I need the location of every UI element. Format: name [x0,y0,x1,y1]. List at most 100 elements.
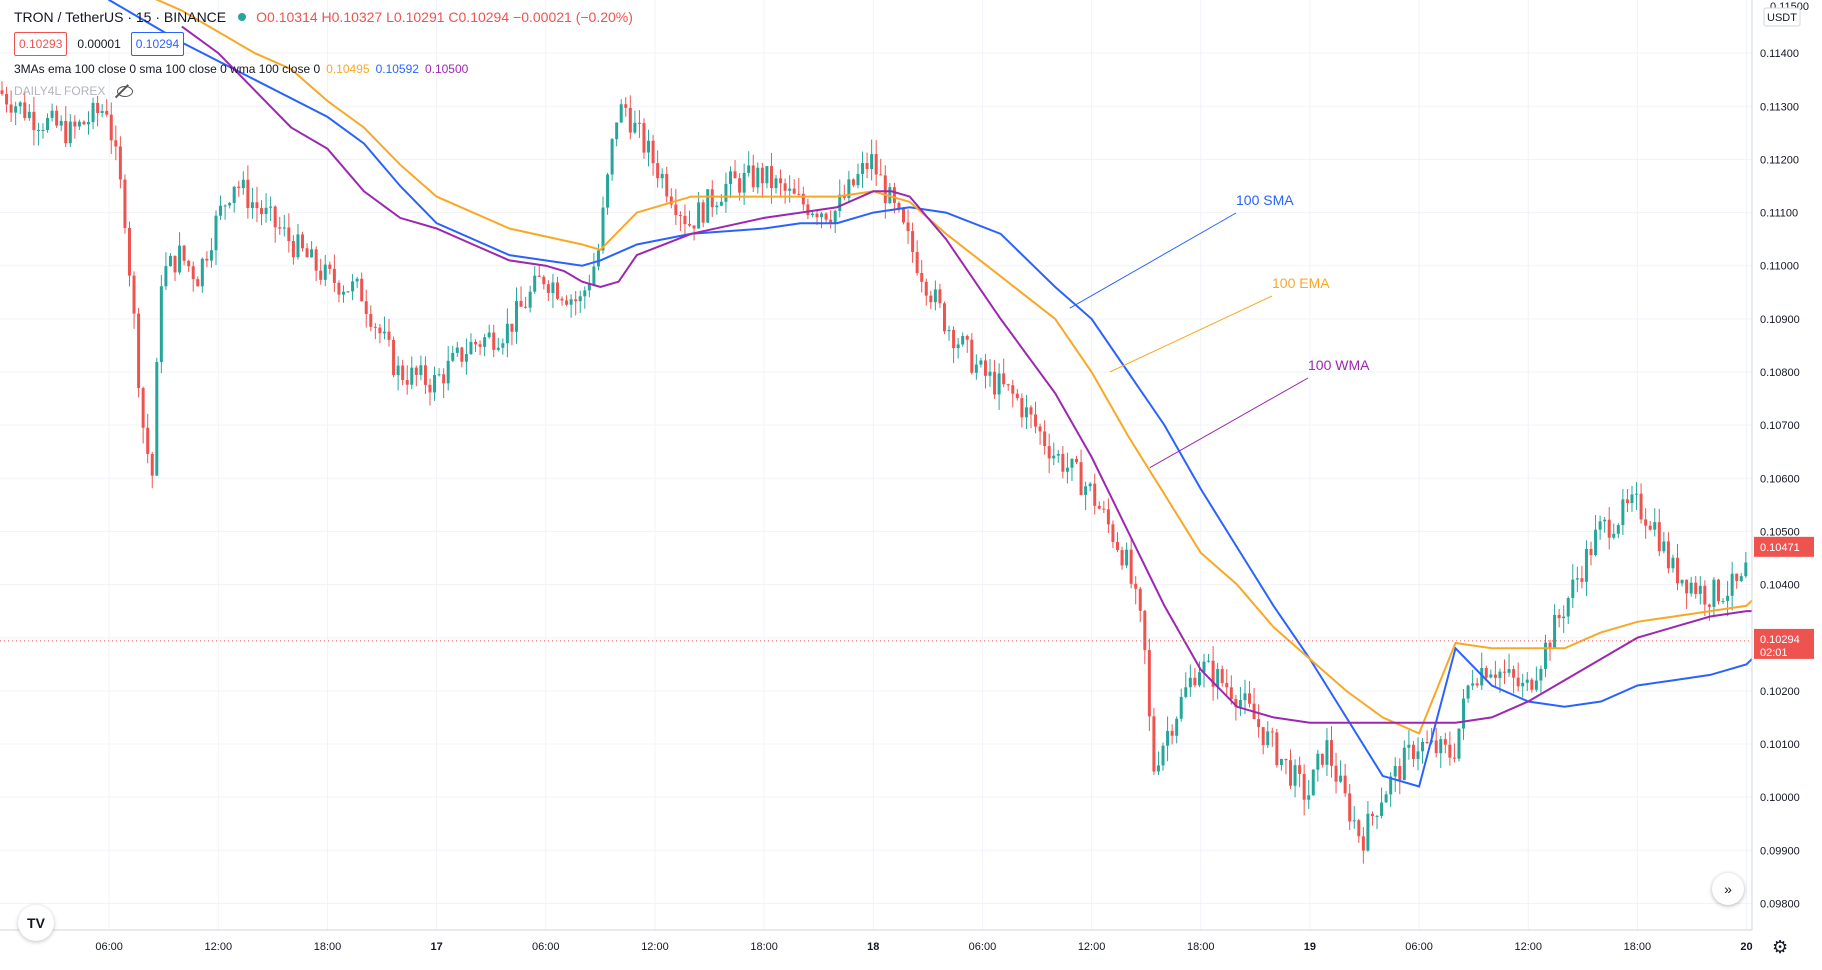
candle-body [351,281,355,292]
candle-body [1594,529,1598,556]
candle-body [1612,533,1616,538]
bid-ask-row: 0.10293 0.00001 0.10294 [14,32,637,56]
candle-body [419,365,423,375]
candle-body [692,225,696,229]
indicator-label[interactable]: 3MAs ema 100 close 0 sma 100 close 0 wma… [14,62,321,76]
candle-body [1284,758,1288,761]
candle-body [1616,525,1620,534]
candle-body [41,130,45,132]
bid-box[interactable]: 0.10293 [14,32,68,56]
candle-body [68,121,72,144]
candle-body [168,255,172,267]
candle-body [200,258,204,287]
last-ma-label: 0.10471 [1760,542,1800,554]
candle-body [997,373,1001,395]
candle-body [118,146,122,180]
candle-body [5,93,9,105]
candle-body [1603,519,1607,522]
candle-body [1279,758,1283,766]
candle-body [924,281,928,296]
candle-body [300,234,304,249]
candle-body [606,174,610,208]
candle-body [82,121,86,125]
candle-body [27,111,31,119]
axes: 0.11400 0.11300 0.11200 0.11100 0.11000 0.109… [0,0,1814,953]
y-tick-label: 0.11100 [1760,208,1798,220]
candle-body [437,374,441,376]
candle-body [1471,683,1475,686]
candle-body [1257,719,1261,728]
candle-body [319,270,323,280]
candle-body [1188,677,1192,688]
tradingview-logo-icon[interactable]: TV [18,905,54,941]
candle-body [861,162,865,175]
candle-body [1084,486,1088,495]
eye-off-icon[interactable] [117,85,134,97]
ask-box[interactable]: 0.10294 [130,32,185,56]
candle-body [756,167,760,188]
candle-body [883,175,887,204]
spread-value: 0.00001 [77,37,121,51]
candle-body [1712,579,1716,607]
double-chevron-right-icon[interactable]: » [1712,873,1744,905]
gear-icon[interactable]: ⚙ [1772,937,1789,957]
candle-body [1480,668,1484,686]
candle-body [879,174,883,176]
candle-body [1575,578,1579,580]
candle-body [487,332,491,338]
candle-body [628,107,632,133]
current-price-label: 0.10294 [1760,634,1800,646]
candle-body [1380,802,1384,816]
candle-body [870,154,874,169]
candle-body [815,213,819,218]
ma-line-100-wma [181,25,1752,724]
candle-body [555,282,559,299]
candle-body [9,104,13,113]
candle-body [1143,610,1147,651]
candle-body [1316,753,1320,770]
x-tick-label: 12:00 [205,941,233,953]
candle-body [1361,836,1365,851]
candle-body [965,335,969,340]
candle-body [382,331,386,334]
candle-body [1370,813,1374,817]
candle-body [1425,741,1429,743]
y-tick-label: 0.10200 [1760,686,1800,698]
x-tick-label: 06:00 [1405,941,1433,953]
candle-body [824,213,828,220]
candle-body [1024,407,1028,418]
x-tick-label: 12:00 [641,941,669,953]
candle-body [952,329,956,349]
candle-body [1543,642,1547,669]
candle-body [933,289,937,303]
candle-body [1689,582,1693,594]
candle-body [232,186,236,203]
candle-body [961,335,965,345]
candle-body [560,298,564,301]
candle-body [423,365,427,385]
symbol-title[interactable]: TRON / TetherUS · 15 · BINANCE [14,9,227,25]
candle-body [1070,458,1074,468]
candle-body [610,139,614,175]
candle-body [1516,677,1520,687]
candle-body [150,453,154,476]
candle-body [1685,579,1689,594]
candle-body [1034,414,1038,427]
candle-body [624,104,628,108]
candle-body [141,388,145,428]
candle-body [96,102,100,113]
candle-body [1088,483,1092,487]
current-price-tag [1754,628,1814,659]
candle-body [373,326,377,328]
candle-body [496,347,500,350]
candle-body [1589,548,1593,556]
candle-body [596,250,600,267]
annotation-label: 100 EMA [1272,275,1330,291]
candle-body [1416,751,1420,759]
candle-body [792,188,796,194]
candle-body [810,213,814,216]
candle-body [446,360,450,384]
candle-body [1666,541,1670,569]
